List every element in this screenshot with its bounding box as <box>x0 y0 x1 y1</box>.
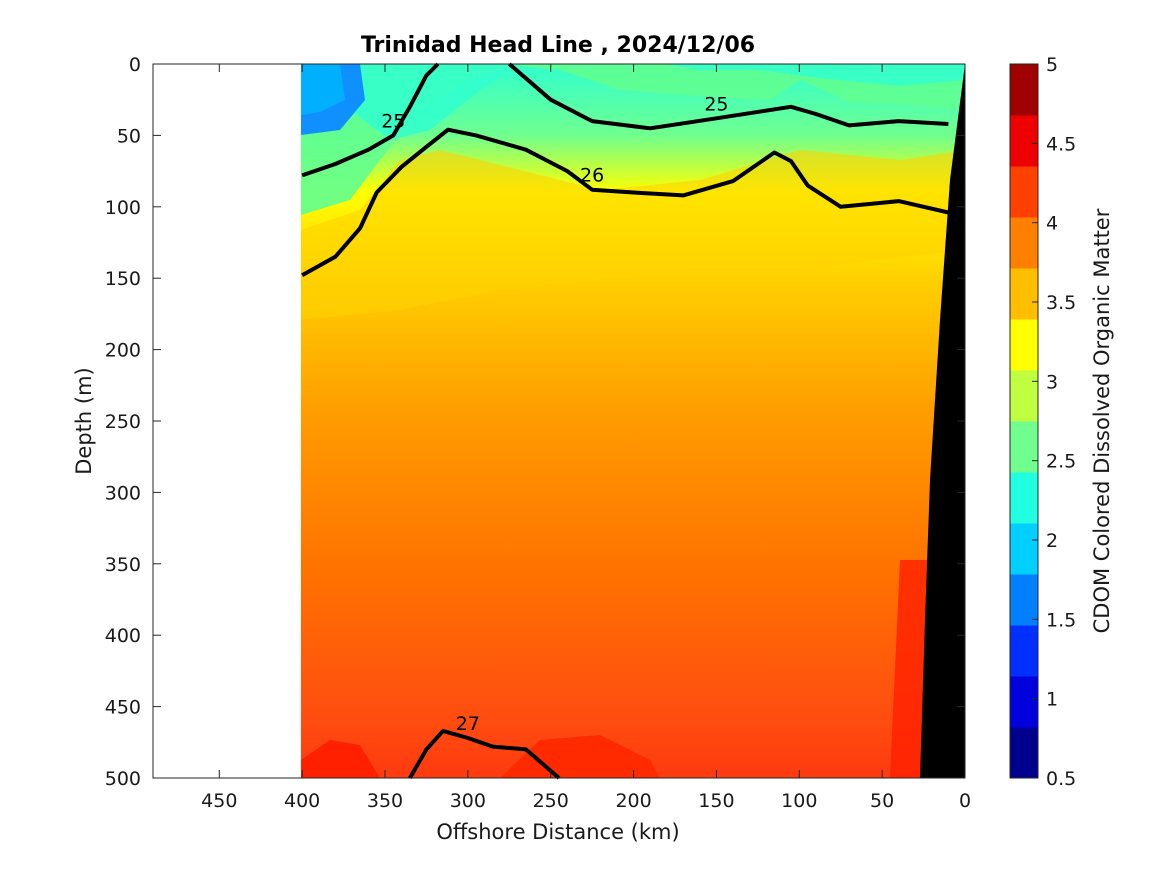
y-tick-label: 250 <box>105 411 141 433</box>
colorbar-segment <box>1010 574 1038 626</box>
colorbar-tick-label: 4.5 <box>1046 133 1076 155</box>
x-tick-label: 450 <box>201 790 237 812</box>
y-tick-label: 300 <box>105 482 141 504</box>
colorbar-segment <box>1010 319 1038 371</box>
x-axis: 450 400 350 300 250 200 150 100 50 0 <box>201 64 971 812</box>
density-contour-27 <box>408 728 561 780</box>
colorbar-tick-label: 3 <box>1046 371 1058 393</box>
seafloor-bathymetry <box>920 64 965 778</box>
cdom-field <box>301 64 965 778</box>
contour-label: 25 <box>704 93 728 115</box>
contour-label: 27 <box>456 713 480 735</box>
colorbar-tick-label: 1 <box>1046 689 1058 711</box>
colorbar-segment <box>1010 625 1038 677</box>
colorbar-tick-label: 2.5 <box>1046 451 1076 473</box>
y-tick-label: 350 <box>105 554 141 576</box>
x-tick-label: 100 <box>781 790 817 812</box>
colorbar-tick-label: 4 <box>1046 213 1058 235</box>
x-tick-label: 200 <box>615 790 651 812</box>
colorbar-segment <box>1010 523 1038 575</box>
y-tick-label: 500 <box>105 768 141 790</box>
colorbar-tick-label: 2 <box>1046 530 1058 552</box>
y-tick-label: 50 <box>117 125 141 147</box>
colorbar-segment <box>1010 370 1038 422</box>
y-tick-label: 0 <box>129 54 141 76</box>
chart-title: Trinidad Head Line , 2024/12/06 <box>361 33 755 58</box>
colorbar: 0.5 1 1.5 2 2.5 3 3.5 4 4.5 5 <box>1009 54 1076 790</box>
x-tick-label: 250 <box>533 790 569 812</box>
colorbar-tick-label: 3.5 <box>1046 292 1076 314</box>
colorbar-segment <box>1010 421 1038 473</box>
colorbar-tick-label: 5 <box>1046 54 1058 76</box>
colorbar-segment <box>1010 64 1038 116</box>
colorbar-segment <box>1010 115 1038 167</box>
yellow-band <box>301 150 965 320</box>
y-axis: 0 50 100 150 200 250 300 350 400 450 500 <box>105 54 965 790</box>
density-contours: 25 25 26 27 <box>301 62 949 780</box>
density-contour-25 <box>507 62 949 131</box>
colorbar-segment <box>1010 268 1038 320</box>
surface-lightblue-patch <box>301 64 345 115</box>
y-tick-label: 400 <box>105 625 141 647</box>
deep-red-patch <box>301 740 380 778</box>
deep-red-patch-2 <box>500 735 660 778</box>
y-axis-label: Depth (m) <box>72 367 96 474</box>
x-tick-label: 300 <box>450 790 486 812</box>
colorbar-segment <box>1010 676 1038 728</box>
x-tick-label: 0 <box>959 790 971 812</box>
y-tick-label: 100 <box>105 197 141 219</box>
colorbar-segment <box>1010 472 1038 524</box>
contour-label: 26 <box>580 165 604 187</box>
x-axis-label: Offshore Distance (km) <box>436 820 679 844</box>
density-contour-25 <box>301 62 440 178</box>
colorbar-frame <box>1009 63 1039 779</box>
surface-cyan-layer <box>301 64 965 140</box>
density-contour-26 <box>301 127 949 278</box>
y-tick-label: 150 <box>105 268 141 290</box>
y-tick-label: 450 <box>105 697 141 719</box>
colorbar-label: CDOM Colored Dissolved Organic Matter <box>1090 208 1114 633</box>
colorbar-segment <box>1010 727 1038 779</box>
x-tick-label: 150 <box>698 790 734 812</box>
y-tick-label: 200 <box>105 340 141 362</box>
x-tick-label: 400 <box>284 790 320 812</box>
colorbar-segment <box>1010 217 1038 269</box>
x-tick-label: 350 <box>367 790 403 812</box>
contour-label: 25 <box>381 110 405 132</box>
x-tick-label: 50 <box>870 790 894 812</box>
colorbar-tick-label: 1.5 <box>1046 609 1076 631</box>
colorbar-segment <box>1010 166 1038 218</box>
colorbar-tick-label: 0.5 <box>1046 768 1076 790</box>
